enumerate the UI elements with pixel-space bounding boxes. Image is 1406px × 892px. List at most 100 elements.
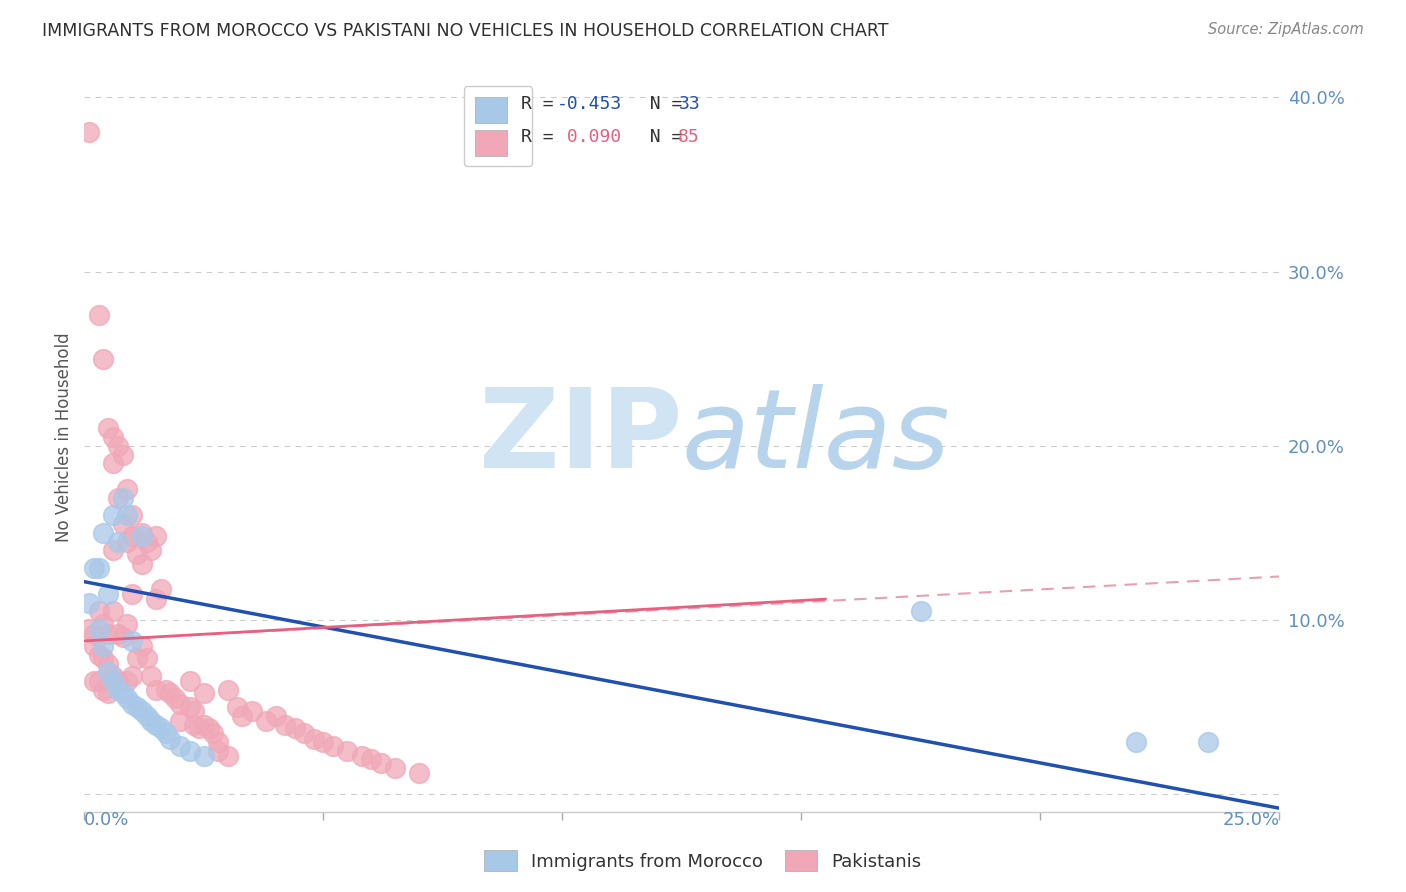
- Point: [111, 517, 134, 532]
- Point: [77, 622, 100, 636]
- Point: [217, 748, 239, 763]
- Point: [274, 717, 297, 731]
- Point: [121, 508, 143, 523]
- Point: [83, 627, 105, 641]
- Point: [131, 529, 153, 543]
- Point: [125, 547, 148, 561]
- Point: [101, 673, 124, 688]
- Point: [284, 721, 307, 735]
- Point: [141, 669, 163, 683]
- Point: [83, 639, 105, 653]
- Point: [87, 604, 110, 618]
- Point: [202, 726, 225, 740]
- Point: [87, 622, 110, 636]
- Point: [77, 596, 100, 610]
- Point: [231, 709, 253, 723]
- Point: [179, 700, 201, 714]
- Point: [131, 558, 153, 572]
- Point: [117, 616, 139, 631]
- Point: [117, 483, 139, 497]
- Point: [169, 697, 191, 711]
- Point: [179, 744, 201, 758]
- Point: [107, 439, 129, 453]
- Point: [83, 561, 105, 575]
- Point: [83, 673, 105, 688]
- Point: [169, 714, 191, 728]
- Point: [350, 748, 373, 763]
- Point: [193, 686, 215, 700]
- Point: [111, 448, 134, 462]
- Point: [336, 744, 359, 758]
- Point: [93, 616, 115, 631]
- Text: 85: 85: [678, 128, 700, 146]
- Point: [193, 748, 215, 763]
- Point: [159, 686, 181, 700]
- Point: [87, 673, 110, 688]
- Text: N =: N =: [628, 95, 693, 112]
- Point: [141, 714, 163, 728]
- Point: [131, 525, 153, 540]
- Point: [97, 421, 120, 435]
- Point: [121, 669, 143, 683]
- Text: Source: ZipAtlas.com: Source: ZipAtlas.com: [1208, 22, 1364, 37]
- Text: 0.0%: 0.0%: [84, 811, 129, 829]
- Point: [87, 648, 110, 662]
- Point: [131, 704, 153, 718]
- Point: [93, 682, 115, 697]
- Point: [302, 731, 325, 746]
- Point: [101, 508, 124, 523]
- Point: [101, 543, 124, 558]
- Point: [217, 682, 239, 697]
- Point: [101, 604, 124, 618]
- Point: [97, 587, 120, 601]
- Point: [179, 673, 201, 688]
- Point: [121, 529, 143, 543]
- Point: [188, 721, 211, 735]
- Point: [145, 592, 167, 607]
- Point: [77, 125, 100, 139]
- Point: [149, 582, 172, 596]
- Legend: Immigrants from Morocco, Pakistanis: Immigrants from Morocco, Pakistanis: [477, 843, 929, 879]
- Point: [197, 721, 219, 735]
- Point: [93, 351, 115, 366]
- Point: [101, 430, 124, 444]
- Point: [155, 726, 177, 740]
- Point: [207, 744, 229, 758]
- Text: R =: R =: [520, 128, 564, 146]
- Text: atlas: atlas: [682, 384, 950, 491]
- Point: [169, 739, 191, 753]
- Point: [360, 752, 382, 766]
- Point: [87, 561, 110, 575]
- Point: [93, 651, 115, 665]
- Point: [111, 631, 134, 645]
- Point: [107, 682, 129, 697]
- Point: [135, 651, 157, 665]
- Point: [145, 717, 167, 731]
- Point: [408, 766, 430, 780]
- Point: [370, 756, 392, 770]
- Y-axis label: No Vehicles in Household: No Vehicles in Household: [55, 332, 73, 542]
- Text: N =: N =: [628, 128, 693, 146]
- Point: [135, 709, 157, 723]
- Point: [111, 686, 134, 700]
- Text: -0.453: -0.453: [557, 95, 621, 112]
- Text: 0.090: 0.090: [557, 128, 621, 146]
- Point: [264, 709, 287, 723]
- Point: [292, 726, 315, 740]
- Point: [193, 717, 215, 731]
- Text: 25.0%: 25.0%: [1222, 811, 1279, 829]
- Text: IMMIGRANTS FROM MOROCCO VS PAKISTANI NO VEHICLES IN HOUSEHOLD CORRELATION CHART: IMMIGRANTS FROM MOROCCO VS PAKISTANI NO …: [42, 22, 889, 40]
- Point: [159, 731, 181, 746]
- Point: [312, 735, 335, 749]
- Point: [121, 697, 143, 711]
- Point: [165, 691, 187, 706]
- Point: [322, 739, 344, 753]
- Point: [107, 627, 129, 641]
- Point: [117, 508, 139, 523]
- Point: [207, 735, 229, 749]
- Point: [141, 543, 163, 558]
- Point: [1197, 735, 1219, 749]
- Point: [240, 704, 263, 718]
- Point: [125, 700, 148, 714]
- Point: [121, 587, 143, 601]
